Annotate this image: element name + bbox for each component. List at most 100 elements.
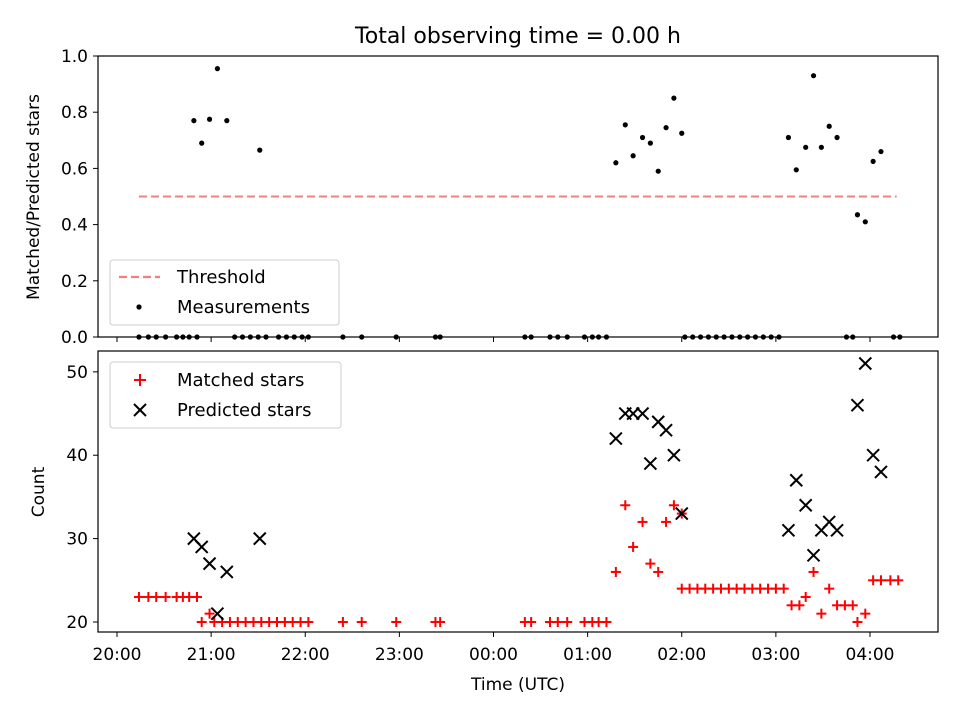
legend-measurements-swatch	[136, 304, 142, 310]
bottom-legend: Matched stars Predicted stars	[109, 361, 342, 429]
bottom-y-tick-label: 50	[66, 363, 88, 383]
top-y-axis-label: Matched/Predicted stars	[24, 94, 44, 300]
predicted-stars-series	[187, 356, 888, 621]
measurement-point	[655, 168, 661, 174]
chart-title: Total observing time = 0.00 h	[354, 24, 681, 49]
bottom-x-tick-label: 01:00	[563, 645, 612, 665]
predicted-star-point	[830, 523, 844, 537]
measurement-point	[818, 144, 824, 150]
predicted-star-point	[659, 423, 673, 437]
legend-predicted-swatch	[133, 403, 147, 417]
bottom-x-tick-label: 20:00	[93, 645, 142, 665]
matched-star-point	[653, 566, 664, 577]
matched-star-point	[893, 575, 904, 586]
matched-star-point	[562, 616, 573, 627]
top-y-ticks: 0.0 0.2 0.4 0.6 0.8 1.0	[61, 47, 98, 348]
matched-star-point	[620, 500, 631, 511]
measurement-point	[810, 73, 817, 79]
bottom-legend-box	[109, 361, 342, 429]
measurement-point	[826, 123, 832, 129]
bottom-x-tick-label: 00:00	[469, 645, 518, 665]
predicted-star-point	[609, 431, 623, 446]
bottom-y-ticks: 20 30 40 50	[66, 363, 98, 633]
matched-star-point	[847, 600, 858, 611]
legend-matched-label: Matched stars	[177, 370, 304, 391]
matched-star-point	[808, 566, 819, 577]
bottom-x-tick-label: 21:00	[187, 645, 236, 665]
matched-star-point	[552, 616, 563, 627]
matched-star-point	[303, 616, 314, 627]
measurement-point	[199, 140, 205, 146]
predicted-star-point	[202, 556, 217, 571]
matched-star-point	[816, 608, 827, 619]
bottom-x-tick-label: 23:00	[375, 645, 424, 665]
matched-star-point	[133, 591, 144, 602]
top-panel: 0.0 0.2 0.4 0.6 0.8 1.0 Matched/Predicted sta…	[24, 47, 939, 348]
matched-star-point	[661, 516, 672, 527]
bottom-y-axis-label: Count	[29, 466, 49, 517]
predicted-star-point	[866, 448, 880, 462]
predicted-star-point	[781, 523, 796, 537]
matched-star-point	[628, 541, 639, 552]
matched-star-point	[151, 591, 162, 602]
measurement-point	[630, 153, 636, 159]
matched-star-point	[526, 616, 537, 627]
predicted-star-point	[874, 465, 888, 479]
matched-star-point	[192, 591, 203, 602]
bottom-y-tick-label: 20	[66, 613, 88, 633]
predicted-star-point	[798, 498, 813, 512]
top-y-tick-label: 0.4	[61, 216, 88, 236]
measurement-point	[206, 116, 213, 122]
matched-star-point	[645, 558, 656, 569]
matched-star-point	[637, 516, 648, 527]
matched-star-point	[204, 608, 215, 619]
bottom-x-tick-label: 02:00	[657, 645, 706, 665]
measurement-point	[647, 140, 653, 146]
predicted-star-point	[675, 506, 689, 521]
measurement-point	[785, 134, 792, 141]
legend-predicted-label: Predicted stars	[177, 400, 311, 421]
matched-star-point	[391, 616, 402, 627]
measurement-point	[793, 167, 799, 173]
top-y-tick-label: 1.0	[61, 47, 88, 67]
measurement-point	[639, 134, 646, 141]
measurement-point	[622, 122, 628, 128]
predicted-star-point	[210, 606, 225, 621]
measurement-point	[870, 158, 876, 164]
top-legend: Threshold Measurements	[109, 259, 340, 326]
measurement-point	[862, 219, 868, 225]
predicted-star-point	[635, 406, 650, 421]
predicted-star-point	[850, 398, 865, 412]
matched-star-point	[875, 575, 886, 586]
measurement-point	[191, 118, 197, 124]
matched-star-point	[610, 566, 621, 577]
matched-stars-series	[133, 500, 904, 627]
matched-star-point	[778, 583, 789, 594]
measurement-point	[257, 147, 263, 153]
top-legend-box	[109, 259, 340, 326]
bottom-panel: 20 30 40 50 20:00 21:00 22:00 23:00 00:00 01:00 0…	[29, 350, 939, 695]
matched-star-point	[860, 608, 871, 619]
bottom-x-tick-label: 03:00	[751, 645, 800, 665]
legend-threshold-label: Threshold	[176, 267, 266, 288]
measurement-point	[671, 95, 677, 101]
bottom-y-tick-label: 30	[66, 530, 88, 550]
predicted-star-point	[806, 548, 821, 562]
predicted-star-point	[195, 540, 209, 554]
bottom-plot-frame	[97, 350, 939, 633]
matched-star-point	[794, 600, 805, 611]
measurement-point	[663, 125, 669, 131]
measurement-point	[224, 118, 230, 124]
matched-star-point	[601, 616, 612, 627]
measurement-point	[214, 66, 220, 72]
predicted-star-point	[858, 356, 873, 371]
top-plot-frame	[97, 55, 939, 338]
legend-measurements-label: Measurements	[177, 297, 310, 318]
x-axis-label: Time (UTC)	[470, 675, 565, 695]
legend-matched-swatch	[134, 374, 146, 386]
predicted-star-point	[220, 565, 234, 579]
measurement-point	[679, 130, 685, 136]
matched-star-point	[356, 616, 367, 627]
measurement-point	[854, 212, 861, 218]
